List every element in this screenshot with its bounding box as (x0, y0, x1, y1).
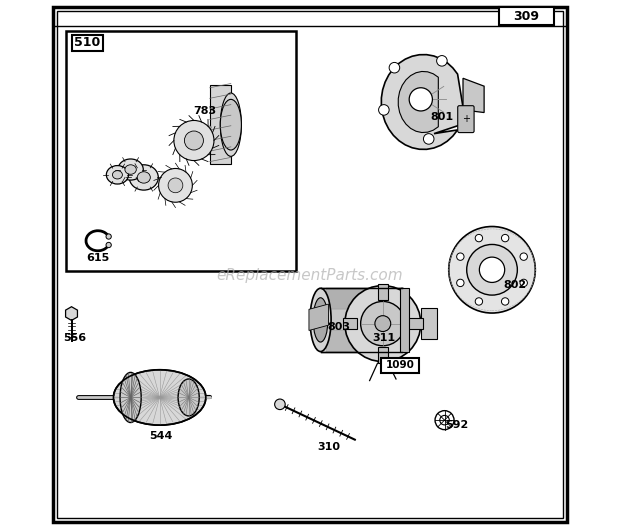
FancyBboxPatch shape (458, 106, 474, 133)
Ellipse shape (137, 172, 150, 183)
Polygon shape (66, 307, 78, 321)
Polygon shape (381, 54, 466, 149)
Text: 783: 783 (193, 106, 216, 116)
Polygon shape (398, 71, 438, 133)
Circle shape (375, 316, 391, 332)
Circle shape (345, 286, 421, 362)
FancyBboxPatch shape (71, 35, 103, 51)
Ellipse shape (310, 288, 331, 352)
FancyBboxPatch shape (499, 7, 554, 25)
Text: eReplacementParts.com: eReplacementParts.com (216, 268, 404, 282)
Circle shape (475, 298, 482, 305)
Circle shape (457, 279, 464, 287)
Polygon shape (210, 85, 231, 164)
Circle shape (168, 178, 183, 193)
Text: 615: 615 (86, 253, 110, 263)
Circle shape (479, 257, 505, 282)
Ellipse shape (125, 165, 136, 174)
Text: 510: 510 (74, 37, 100, 49)
Ellipse shape (107, 166, 128, 184)
Text: 310: 310 (317, 442, 340, 452)
Circle shape (436, 56, 447, 66)
Circle shape (409, 88, 432, 111)
FancyBboxPatch shape (343, 318, 358, 329)
Ellipse shape (220, 99, 241, 150)
Text: 309: 309 (513, 10, 539, 23)
Circle shape (389, 62, 400, 73)
Polygon shape (309, 304, 329, 331)
FancyBboxPatch shape (378, 284, 388, 300)
FancyBboxPatch shape (400, 288, 409, 352)
Circle shape (106, 242, 112, 248)
Ellipse shape (130, 165, 158, 190)
Circle shape (159, 168, 192, 202)
Circle shape (457, 253, 464, 260)
Text: +: + (462, 114, 469, 124)
Text: 802: 802 (503, 279, 526, 289)
Circle shape (106, 234, 112, 239)
FancyBboxPatch shape (421, 308, 436, 340)
Ellipse shape (178, 379, 199, 416)
FancyBboxPatch shape (66, 31, 296, 271)
Ellipse shape (220, 93, 241, 157)
Circle shape (467, 244, 517, 295)
FancyBboxPatch shape (326, 309, 402, 331)
Text: 801: 801 (430, 112, 453, 122)
Circle shape (379, 105, 389, 115)
Text: 556: 556 (63, 333, 86, 343)
FancyBboxPatch shape (53, 7, 567, 522)
FancyBboxPatch shape (57, 11, 563, 518)
FancyBboxPatch shape (381, 358, 419, 372)
Text: 592: 592 (445, 421, 468, 431)
Ellipse shape (313, 298, 328, 342)
Circle shape (520, 253, 528, 260)
Circle shape (502, 234, 509, 242)
Ellipse shape (120, 372, 141, 423)
Text: 803: 803 (327, 322, 350, 332)
Ellipse shape (112, 171, 122, 179)
FancyBboxPatch shape (321, 288, 402, 352)
Polygon shape (463, 78, 484, 113)
Circle shape (520, 279, 528, 287)
Circle shape (475, 234, 482, 242)
FancyBboxPatch shape (326, 331, 402, 352)
Circle shape (435, 411, 454, 430)
Text: 1090: 1090 (386, 360, 415, 370)
Text: 311: 311 (372, 333, 396, 343)
Ellipse shape (392, 288, 413, 352)
Ellipse shape (113, 370, 206, 425)
Circle shape (423, 134, 434, 144)
Ellipse shape (118, 159, 143, 180)
Circle shape (502, 298, 509, 305)
Circle shape (275, 399, 285, 409)
Circle shape (449, 226, 535, 313)
FancyBboxPatch shape (408, 318, 423, 329)
Circle shape (174, 121, 214, 161)
FancyBboxPatch shape (326, 288, 402, 309)
Text: 544: 544 (149, 431, 173, 441)
Circle shape (361, 302, 405, 346)
FancyBboxPatch shape (378, 348, 388, 363)
Circle shape (440, 415, 450, 425)
Circle shape (184, 131, 203, 150)
